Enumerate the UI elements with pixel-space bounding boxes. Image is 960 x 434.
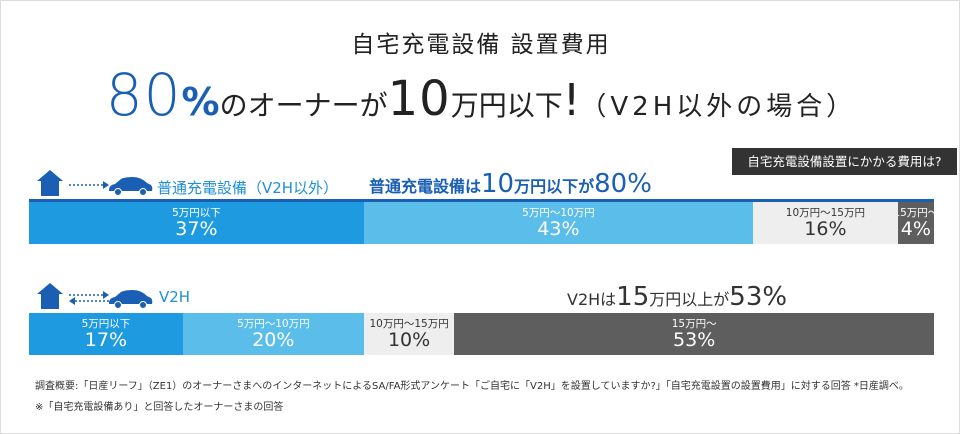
row2-headline-pct: %: [762, 282, 788, 312]
row2-headline: V2Hは15万円以上が53%: [567, 282, 787, 312]
bar-segment: 5万円以下 37%: [29, 202, 364, 244]
segment-category-label: 5万円〜10万円: [237, 317, 310, 330]
row2-headline-num2: 53: [729, 282, 763, 312]
row1-headline: 普通充電設備は10万円以下が80%: [369, 169, 652, 199]
bar-segment: 15万円〜 53%: [454, 313, 934, 355]
segment-category-label: 5万円以下: [81, 317, 131, 330]
row2-headline-text: V2Hは: [567, 290, 617, 309]
survey-note: 調査概要:「日産リーフ」（ZE1）のオーナーさまへのインターネットによるSA/F…: [35, 381, 909, 392]
segment-value-label: 17%: [84, 328, 128, 351]
headline-text-1: のオーナーが: [219, 89, 388, 122]
bar-segment: 5万円以下 17%: [29, 313, 183, 355]
bar-segment: 5万円〜10万円 43%: [363, 202, 753, 244]
segment-category-label: 15万円〜: [671, 317, 717, 330]
row1-series-label: 普通充電設備（V2H以外）: [157, 179, 339, 197]
arrow-right-icon: [69, 181, 109, 189]
headline-exclamation: !: [562, 75, 581, 126]
house-icon: [37, 283, 63, 309]
row1-headline-num2: 80: [594, 169, 628, 199]
segment-category-label: 10万円〜15万円: [785, 206, 865, 219]
survey-footnote: ※「自宅充電設備あり」と回答したオーナーさまの回答: [35, 402, 284, 413]
headline: 80%のオーナーが10万円以下!（V2H以外の場合）: [1, 61, 960, 129]
house-icon: [37, 170, 63, 196]
headline-paren: （V2H以外の場合）: [580, 92, 857, 122]
row2-headline-num: 15: [616, 282, 650, 312]
bar-segment: 15万円〜4%: [897, 202, 934, 244]
bar-segment: 10万円〜15万円 16%: [752, 202, 898, 244]
row1-headline-pct: %: [627, 169, 652, 199]
segment-value-label: 20%: [252, 328, 295, 351]
page-title: 自宅充電設備 設置費用: [351, 32, 611, 58]
car-icon: [109, 177, 153, 196]
segment-value-label: 53%: [673, 328, 716, 351]
car-icon: [109, 290, 153, 309]
segment-value-label: 4%: [900, 217, 931, 240]
row1-headline-num: 10: [481, 169, 515, 199]
segment-value-label: 37%: [175, 217, 218, 240]
segment-category-label: 5万円〜10万円: [522, 206, 595, 219]
headline-percent: %: [181, 80, 220, 124]
stacked-bar-row2: 5万円以下 17% 5万円〜10万円 20% 10万円〜15万円 10% 15万円〜 53%: [29, 313, 934, 355]
headline-big-number: 80: [105, 61, 182, 129]
row1-headline-text2: 万円以下が: [514, 177, 595, 196]
headline-text-2: 万円以下: [450, 89, 563, 122]
arrow-both-icon: [69, 291, 109, 305]
bar-segment: 5万円〜10万円 20%: [182, 313, 364, 355]
headline-number: 10: [387, 71, 451, 127]
segment-value-label: 16%: [804, 217, 847, 240]
row1-headline-text: 普通充電設備は: [369, 177, 482, 196]
segment-category-label: 10万円〜15万円: [369, 317, 449, 330]
segment-value-label: 10%: [387, 328, 431, 351]
row2-headline-text2: 万円以上が: [649, 290, 730, 309]
segment-value-label: 43%: [537, 217, 580, 240]
cost-question-label: 自宅充電設備設置にかかる費用は?: [732, 148, 957, 175]
segment-category-label: 5万円以下: [172, 206, 221, 219]
segment-category-label: 15万円〜: [898, 206, 934, 219]
bar-segment: 10万円〜15万円 10%: [363, 313, 455, 355]
row2-series-label: V2H: [159, 288, 191, 306]
